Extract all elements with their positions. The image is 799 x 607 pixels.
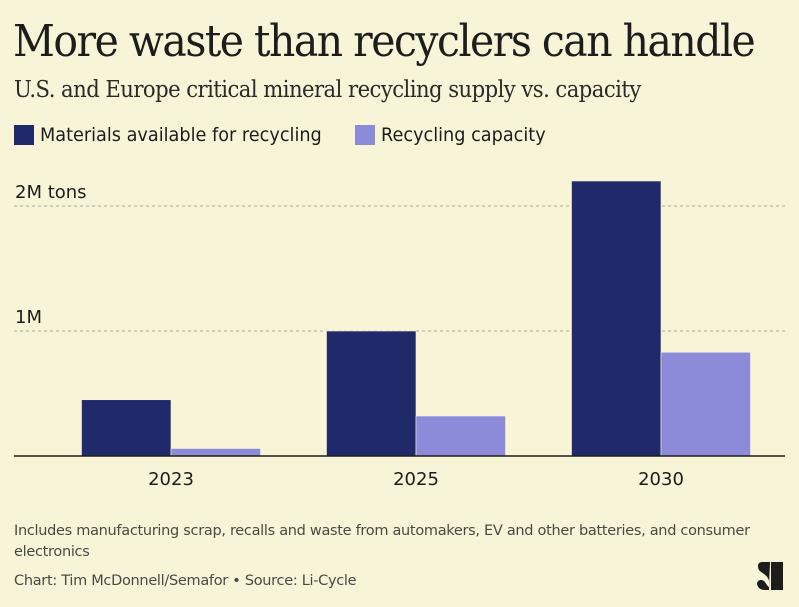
bar-capacity-2023: [170, 448, 261, 457]
chart-note: Includes manufacturing scrap, recalls an…: [14, 523, 750, 560]
chart-title: More waste than recyclers can handle: [13, 16, 756, 67]
bar-chart: 1M 2M tons 2023 2025 2030: [14, 180, 785, 490]
bar-materials-2023: [81, 399, 172, 457]
bar-materials-2030: [571, 180, 662, 457]
y-tick-label: 1M: [15, 307, 42, 328]
legend-item-capacity: Recycling capacity: [354, 124, 558, 146]
legend-swatch-capacity: [354, 125, 375, 145]
chart-credit: Chart: Tim McDonnell/Semafor • Source: L…: [14, 573, 357, 589]
x-tick-label: 2025: [393, 469, 439, 490]
bar-capacity-2025: [415, 415, 506, 457]
legend-swatch-materials: [14, 125, 34, 145]
x-tick-label: 2030: [638, 469, 684, 490]
legend-label-materials: Materials available for recycling: [40, 124, 322, 146]
legend-item-materials: Materials available for recycling: [14, 124, 343, 146]
chart-subtitle: U.S. and Europe critical mineral recycli…: [14, 77, 641, 103]
x-tick-label: 2023: [148, 469, 194, 490]
legend-label-capacity: Recycling capacity: [380, 124, 546, 146]
bar-capacity-2030: [660, 351, 751, 457]
bar-materials-2025: [326, 330, 417, 457]
legend: Materials available for recycling Recycl…: [14, 122, 570, 148]
semafor-logo: [757, 562, 783, 590]
y-tick-label: 2M tons: [15, 182, 87, 203]
